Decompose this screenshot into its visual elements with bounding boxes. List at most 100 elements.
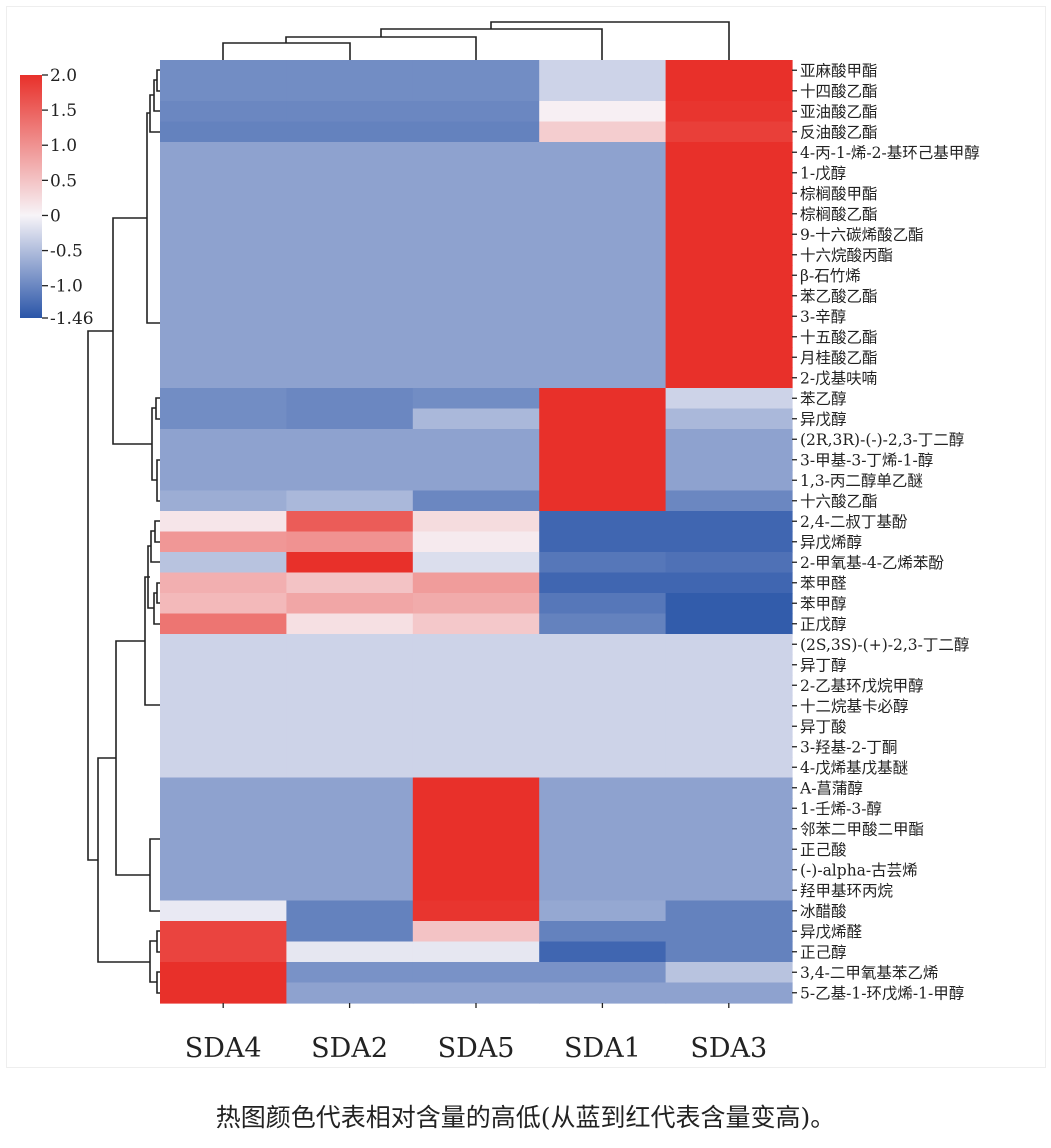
heatmap-cell xyxy=(665,60,793,82)
heatmap-cell xyxy=(412,593,540,615)
heatmap-cell xyxy=(160,60,287,82)
colorbar-tick-label: -0.5 xyxy=(50,242,83,262)
heatmap-cell xyxy=(539,60,667,82)
heatmap-cell xyxy=(665,203,793,225)
heatmap-cell xyxy=(160,326,287,348)
heatmap-cell xyxy=(286,818,414,840)
heatmap-cell xyxy=(665,572,793,594)
heatmap-cell xyxy=(160,429,287,451)
heatmap-cell xyxy=(665,326,793,348)
heatmap-cell xyxy=(412,613,540,635)
heatmap-cell xyxy=(539,572,667,594)
heatmap-cell xyxy=(539,962,667,984)
heatmap-cell xyxy=(286,531,414,553)
heatmap-cell xyxy=(160,818,287,840)
column-dendrogram xyxy=(222,21,730,60)
row-label: 正己酸 xyxy=(800,841,847,859)
heatmap-cell xyxy=(286,265,414,287)
dendrogram-link xyxy=(146,112,160,324)
heatmap-cell xyxy=(665,265,793,287)
heatmap-cell xyxy=(665,613,793,635)
heatmap-cell xyxy=(286,285,414,307)
heatmap-cell xyxy=(160,962,287,984)
heatmap-cell xyxy=(665,634,793,656)
heatmap-cell xyxy=(665,880,793,902)
heatmap-cell xyxy=(160,121,287,143)
row-label: 亚油酸乙酯 xyxy=(800,103,878,121)
heatmap-cell xyxy=(412,265,540,287)
heatmap-cell xyxy=(160,203,287,225)
heatmap-cell xyxy=(160,880,287,902)
heatmap-cell xyxy=(412,921,540,943)
heatmap-cell xyxy=(160,613,287,635)
heatmap-cell xyxy=(665,900,793,922)
heatmap-cell xyxy=(539,285,667,307)
dendrogram-link xyxy=(156,930,160,953)
dendrogram-link xyxy=(97,757,150,963)
row-label: 2,4-二叔丁基酚 xyxy=(800,513,908,531)
heatmap-cell xyxy=(160,490,287,512)
row-label: 正戊醇 xyxy=(800,615,847,633)
heatmap-cell xyxy=(539,326,667,348)
heatmap-cell xyxy=(412,531,540,553)
colorbar-tick-label: 1.5 xyxy=(50,101,77,121)
dendrogram-link xyxy=(149,838,160,912)
heatmap-cell xyxy=(286,880,414,902)
row-label: 冰醋酸 xyxy=(800,902,847,920)
colorbar-tick-label: 0.5 xyxy=(50,171,77,191)
row-label: 异丁酸 xyxy=(800,718,847,736)
heatmap-cell xyxy=(412,675,540,697)
heatmap-cell xyxy=(160,101,287,123)
heatmap-cell xyxy=(160,982,287,1004)
heatmap-cell xyxy=(665,285,793,307)
heatmap-cell xyxy=(160,634,287,656)
heatmap-cell xyxy=(286,429,414,451)
row-label: 十五酸乙酯 xyxy=(800,328,878,346)
heatmap-cell xyxy=(665,798,793,820)
heatmap-cell xyxy=(412,490,540,512)
heatmap-cell xyxy=(665,490,793,512)
dendrogram-link xyxy=(156,69,160,92)
row-label: 3-羟基-2-丁酮 xyxy=(800,738,897,756)
row-label: 亚麻酸甲酯 xyxy=(800,62,878,80)
heatmap-cell xyxy=(539,470,667,492)
heatmap-cell xyxy=(539,859,667,881)
heatmap-cell xyxy=(665,511,793,533)
heatmap-cell xyxy=(412,306,540,328)
row-label: 4-戊烯基戊基醚 xyxy=(800,759,909,777)
heatmap-cell xyxy=(286,511,414,533)
heatmap-cell xyxy=(160,736,287,758)
row-label: 十二烷基卡必醇 xyxy=(800,697,909,715)
heatmap-cell xyxy=(412,326,540,348)
heatmap-cell xyxy=(286,244,414,266)
row-label: 十四酸乙酯 xyxy=(800,82,878,100)
dendrogram-link xyxy=(156,971,160,994)
heatmap-cell xyxy=(286,634,414,656)
heatmap-cell xyxy=(286,839,414,861)
row-label: 3-甲基-3-丁烯-1-醇 xyxy=(800,451,933,469)
colorbar-tick-label: -1.0 xyxy=(50,277,83,297)
heatmap-cell xyxy=(412,757,540,779)
heatmap-cell xyxy=(412,408,540,430)
row-label: 9-十六碳烯酸乙酯 xyxy=(800,226,924,244)
row-label: 异戊烯醇 xyxy=(800,533,862,551)
heatmap-cell xyxy=(160,244,287,266)
heatmap-cell xyxy=(539,552,667,574)
heatmap-cell xyxy=(412,695,540,717)
heatmap-cell xyxy=(665,80,793,102)
heatmap-cell xyxy=(160,716,287,738)
heatmap-cell xyxy=(286,490,414,512)
heatmap-cell xyxy=(160,552,287,574)
heatmap-cell xyxy=(665,695,793,717)
heatmap-cell xyxy=(286,470,414,492)
heatmap-cell xyxy=(665,470,793,492)
figure-caption: 热图颜色代表相对含量的高低(从蓝到红代表含量变高)。 xyxy=(215,1103,836,1132)
heatmap-cell xyxy=(665,654,793,676)
heatmap-cell xyxy=(412,224,540,246)
heatmap-cell xyxy=(412,183,540,205)
row-label: 3,4-二甲氧基苯乙烯 xyxy=(800,964,938,982)
row-label: 2-乙基环戊烷甲醇 xyxy=(800,677,924,695)
row-label: 苯乙醇 xyxy=(800,390,847,408)
heatmap-cell xyxy=(665,818,793,840)
